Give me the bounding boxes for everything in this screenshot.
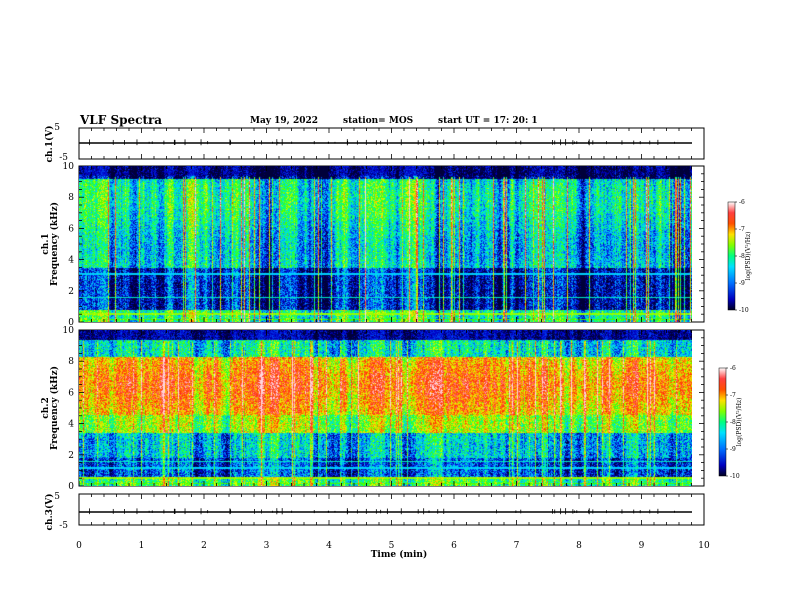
colorbar-tick-label: -6 bbox=[739, 199, 745, 206]
colorbar-tick-label: -9 bbox=[739, 280, 745, 287]
x-tick-label: 7 bbox=[514, 541, 520, 551]
y-tick-label: 0 bbox=[68, 318, 74, 328]
x-tick-label: 6 bbox=[451, 541, 457, 551]
ch1-spectrogram-panel: 0 2 4 6 8 10 ch.1 Frequency (kHz) -6 -7 -8 -9 -10… bbox=[41, 162, 752, 328]
colorbar-tick-label: -6 bbox=[730, 365, 736, 372]
ch1-ytick-bottom: -5 bbox=[59, 153, 68, 163]
y-tick-label: 10 bbox=[63, 162, 75, 172]
ch3-ytick-bottom: -5 bbox=[59, 521, 68, 531]
y-tick-label: 6 bbox=[68, 224, 74, 234]
y-tick-label: 2 bbox=[68, 287, 74, 297]
date-label: May 19, 2022 bbox=[250, 116, 318, 126]
start-time-label: start UT = 17: 20: 1 bbox=[438, 116, 538, 126]
x-tick-label: 0 bbox=[76, 541, 82, 551]
ch1-spectrogram-ylabel: Frequency (kHz) bbox=[49, 202, 60, 286]
y-tick-label: 10 bbox=[63, 326, 75, 336]
ch1-waveform-ylabel: ch.1(V) bbox=[44, 126, 55, 163]
x-tick-label: 5 bbox=[389, 541, 395, 551]
ch2-spectrogram-ylabel-channel: ch.2 bbox=[41, 397, 51, 418]
x-tick-label: 8 bbox=[576, 541, 582, 551]
y-tick-label: 8 bbox=[68, 193, 74, 203]
ch1-colorbar bbox=[727, 201, 736, 311]
ch3-ytick-top: 5 bbox=[54, 492, 60, 502]
chart-title: VLF Spectra bbox=[80, 113, 163, 127]
ch2-colorbar-label: log(PSD)(V²/Hz) bbox=[736, 398, 743, 447]
ch1-spectrogram-ylabel-channel: ch.1 bbox=[41, 233, 51, 254]
ch2-spectrogram-panel: 0 2 4 6 8 10 ch.2 Frequency (kHz) -6 -7 -8 -9 -10… bbox=[41, 326, 743, 492]
x-tick-label: 4 bbox=[326, 541, 332, 551]
ch3-waveform-ylabel: ch.3(V) bbox=[44, 494, 55, 531]
colorbar-tick-label: -9 bbox=[730, 446, 736, 453]
ch1-ytick-top: 5 bbox=[54, 123, 60, 133]
x-tick-label: 9 bbox=[639, 541, 645, 551]
x-tick-label: 1 bbox=[139, 541, 145, 551]
ch2-spectrogram-ylabel: Frequency (kHz) bbox=[49, 366, 60, 450]
ch1-colorbar-label: log(PSD)(V²/Hz) bbox=[745, 232, 752, 281]
ch1-waveform-panel: 5 -5 ch.1(V) bbox=[44, 123, 705, 163]
x-axis-label: Time (min) bbox=[371, 549, 428, 560]
y-tick-label: 2 bbox=[68, 451, 74, 461]
station-label: station= MOS bbox=[343, 116, 414, 126]
colorbar-tick-label: -7 bbox=[730, 392, 736, 399]
colorbar-tick-label: -8 bbox=[739, 253, 745, 260]
ch2-spectrogram-image bbox=[79, 330, 692, 486]
y-tick-label: 4 bbox=[68, 420, 74, 430]
colorbar-tick-label: -10 bbox=[730, 473, 740, 480]
x-tick-label: 2 bbox=[201, 541, 207, 551]
y-tick-label: 4 bbox=[68, 256, 74, 266]
ch2-colorbar bbox=[718, 367, 727, 477]
x-tick-label: 10 bbox=[698, 541, 710, 551]
colorbar-tick-label: -7 bbox=[739, 226, 745, 233]
x-tick-label: 3 bbox=[264, 541, 270, 551]
colorbar-tick-label: -10 bbox=[739, 307, 749, 314]
y-tick-label: 0 bbox=[68, 482, 74, 492]
ch1-spectrogram-image bbox=[79, 166, 692, 322]
y-tick-label: 8 bbox=[68, 357, 74, 367]
colorbar-tick-label: -8 bbox=[730, 419, 736, 426]
y-tick-label: 6 bbox=[68, 388, 74, 398]
ch3-waveform-panel: 5 -5 ch.3(V) bbox=[44, 492, 705, 531]
